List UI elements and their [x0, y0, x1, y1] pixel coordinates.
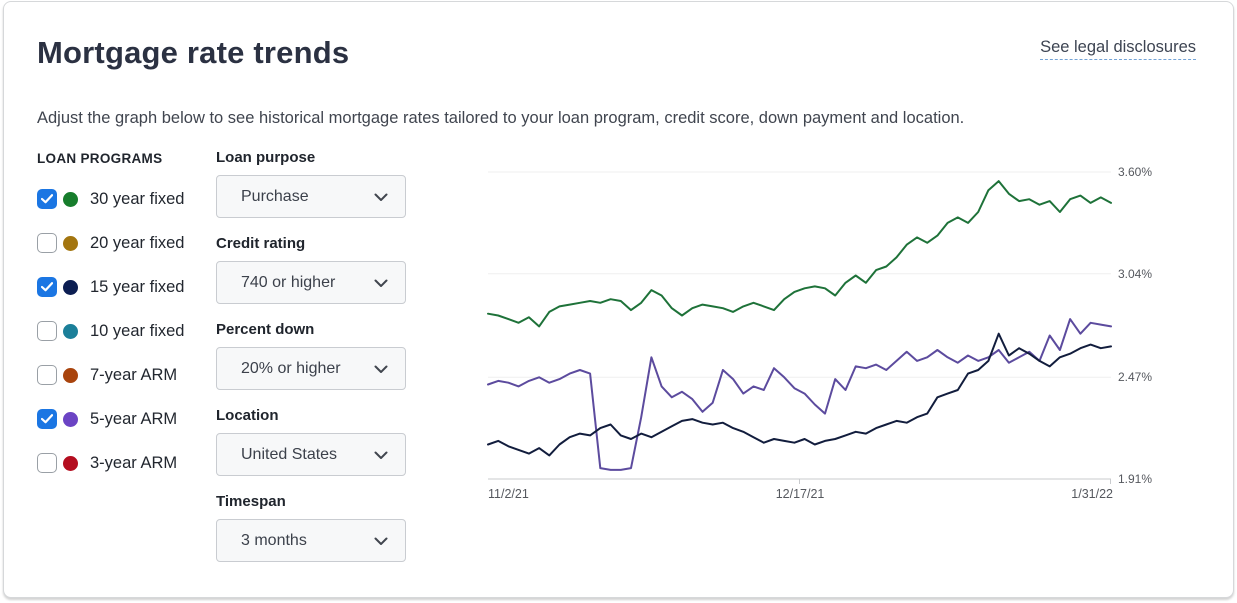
timespan-value: 3 months	[241, 531, 307, 549]
y-axis-tick-label: 2.47%	[1118, 370, 1153, 385]
location-filter-group: Location United States	[216, 407, 406, 476]
x-axis-tick-label: 1/31/22	[1071, 487, 1113, 501]
y-axis-tick-label: 3.60%	[1118, 165, 1153, 179]
timespan-filter-group: Timespan 3 months	[216, 493, 406, 562]
chevron-down-icon	[374, 451, 388, 459]
loan-program-label: 5-year ARM	[90, 409, 178, 428]
x-axis-labels: 11/2/21 12/17/21 1/31/22	[488, 487, 1113, 501]
checkbox-3-year-arm[interactable]	[37, 453, 57, 473]
timespan-dropdown[interactable]: 3 months	[216, 519, 406, 562]
series-color-dot-20-year-fixed	[63, 235, 78, 251]
credit-rating-label: Credit rating	[216, 235, 306, 252]
credit-rating-filter-group: Credit rating 740 or higher	[216, 235, 406, 304]
percent-down-dropdown[interactable]: 20% or higher	[216, 347, 406, 390]
series-color-dot-5-year-arm	[63, 411, 78, 427]
check-icon	[41, 414, 53, 424]
legal-disclosures-link[interactable]: See legal disclosures	[1040, 38, 1196, 60]
loan-program-label: 7-year ARM	[90, 365, 178, 384]
x-axis-tick-label: 11/2/21	[488, 487, 529, 501]
loan-program-label: 10 year fixed	[90, 321, 185, 340]
rate-chart: 3.60% 3.04% 2.47% 1.91% 11/2/21 12/17/21 1/31/…	[487, 165, 1188, 517]
loan-programs-list: 30 year fixed 20 year fixed 15 year fixed 1…	[37, 187, 212, 475]
x-axis-tick-label: 12/17/21	[775, 487, 825, 501]
series-color-dot-3-year-arm	[63, 455, 78, 471]
chevron-down-icon	[374, 537, 388, 545]
check-icon	[41, 282, 53, 292]
timespan-label: Timespan	[216, 493, 286, 510]
series-line-30-year-fixed	[487, 180, 1112, 328]
chevron-down-icon	[374, 365, 388, 373]
loan-purpose-filter-group: Loan purpose Purchase	[216, 149, 406, 218]
loan-program-label: 30 year fixed	[90, 189, 185, 208]
loan-purpose-label: Loan purpose	[216, 149, 316, 166]
series-line-15-year-fixed	[487, 332, 1112, 457]
loan-program-row: 5-year ARM	[37, 407, 212, 431]
series-color-dot-7-year-arm	[63, 367, 78, 383]
credit-rating-value: 740 or higher	[241, 273, 336, 291]
series-line-5-year-arm	[487, 318, 1112, 471]
percent-down-value: 20% or higher	[241, 359, 341, 377]
loan-program-label: 3-year ARM	[90, 453, 178, 472]
checkbox-7-year-arm[interactable]	[37, 365, 57, 385]
check-icon	[41, 194, 53, 204]
mortgage-rate-trends-card: Mortgage rate trends See legal disclosur…	[3, 1, 1234, 598]
location-label: Location	[216, 407, 279, 424]
loan-programs-panel: LOAN PROGRAMS 30 year fixed 20 year fixed…	[37, 151, 212, 495]
checkbox-15-year-fixed[interactable]	[37, 277, 57, 297]
checkbox-30-year-fixed[interactable]	[37, 189, 57, 209]
checkbox-10-year-fixed[interactable]	[37, 321, 57, 341]
filters-panel: Loan purpose Purchase Credit rating 740 or …	[216, 149, 406, 579]
loan-programs-heading: LOAN PROGRAMS	[37, 151, 163, 166]
series-color-dot-10-year-fixed	[63, 323, 78, 339]
loan-program-row: 15 year fixed	[37, 275, 212, 299]
credit-rating-dropdown[interactable]: 740 or higher	[216, 261, 406, 304]
page-title: Mortgage rate trends	[37, 35, 350, 70]
loan-program-row: 7-year ARM	[37, 363, 212, 387]
loan-program-row: 3-year ARM	[37, 451, 212, 475]
loan-program-label: 15 year fixed	[90, 277, 185, 296]
percent-down-label: Percent down	[216, 321, 315, 338]
loan-program-row: 10 year fixed	[37, 319, 212, 343]
checkbox-20-year-fixed[interactable]	[37, 233, 57, 253]
chevron-down-icon	[374, 193, 388, 201]
chevron-down-icon	[374, 279, 388, 287]
loan-purpose-value: Purchase	[241, 187, 309, 205]
location-dropdown[interactable]: United States	[216, 433, 406, 476]
series-color-dot-15-year-fixed	[63, 279, 78, 295]
loan-purpose-dropdown[interactable]: Purchase	[216, 175, 406, 218]
y-axis-tick-label: 3.04%	[1118, 266, 1153, 281]
y-axis-tick-label: 1.91%	[1118, 472, 1153, 486]
series-color-dot-30-year-fixed	[63, 191, 78, 207]
loan-program-label: 20 year fixed	[90, 233, 185, 252]
rate-chart-plot	[487, 171, 1112, 484]
loan-program-row: 20 year fixed	[37, 231, 212, 255]
percent-down-filter-group: Percent down 20% or higher	[216, 321, 406, 390]
loan-program-row: 30 year fixed	[37, 187, 212, 211]
checkbox-5-year-arm[interactable]	[37, 409, 57, 429]
location-value: United States	[241, 445, 338, 463]
description-text: Adjust the graph below to see historical…	[37, 109, 965, 127]
